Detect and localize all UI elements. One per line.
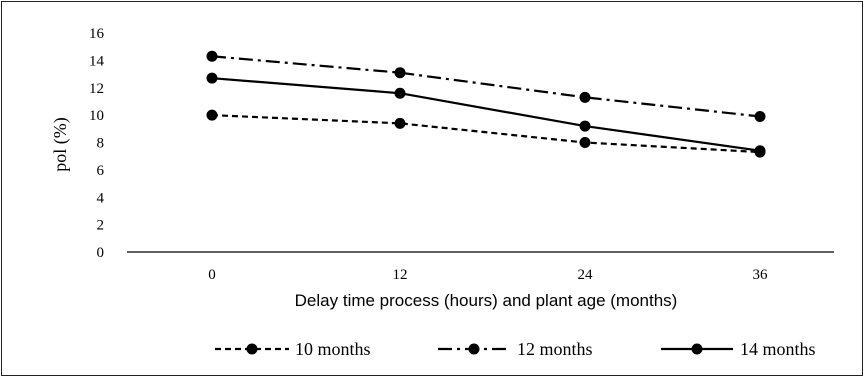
series-line [211,77,761,152]
legend-item: 14 months [661,339,816,359]
legend-label: 12 months [517,339,593,359]
legend-label: 14 months [740,339,816,359]
legend: 10 months 12 months 14 months [215,339,816,359]
y-tick-label: 2 [97,218,105,234]
data-point [754,145,766,157]
data-point [206,50,218,62]
data-point [579,120,591,132]
x-tick-label: 36 [753,267,769,283]
series-10-months [206,109,766,158]
data-point [206,72,218,84]
y-tick-label: 14 [89,53,105,69]
data-point [394,67,406,79]
legend-label: 10 months [295,339,371,359]
series-12-months [206,50,766,122]
legend-item: 12 months [438,339,593,359]
y-tick-label: 6 [97,163,105,179]
series-line [211,55,761,118]
y-tick-label: 0 [97,245,105,261]
data-point [394,87,406,99]
legend-marker [246,343,258,355]
data-point [579,91,591,103]
legend-marker [691,343,703,355]
legend-marker [468,343,480,355]
series-layer [206,50,766,158]
series-line [211,114,761,154]
x-axis-tick-labels: 0 12 24 36 [208,267,768,283]
data-point [579,137,591,148]
data-point [206,109,218,121]
x-tick-label: 24 [578,267,594,283]
x-tick-label: 12 [393,267,408,283]
y-tick-label: 12 [89,81,104,97]
y-axis-label: pol (%) [50,117,71,171]
data-point [394,117,406,129]
x-axis-label: Delay time process (hours) and plant age… [295,291,678,310]
y-tick-label: 8 [97,136,105,152]
legend-item: 10 months [215,339,371,359]
y-axis-tick-labels: 0 2 4 6 8 10 12 14 16 [89,26,105,261]
series-14-months [206,72,766,157]
y-tick-label: 16 [89,26,105,42]
y-tick-label: 4 [97,190,105,206]
x-tick-label: 0 [208,267,216,283]
data-point [754,110,766,122]
y-tick-label: 10 [89,108,104,124]
